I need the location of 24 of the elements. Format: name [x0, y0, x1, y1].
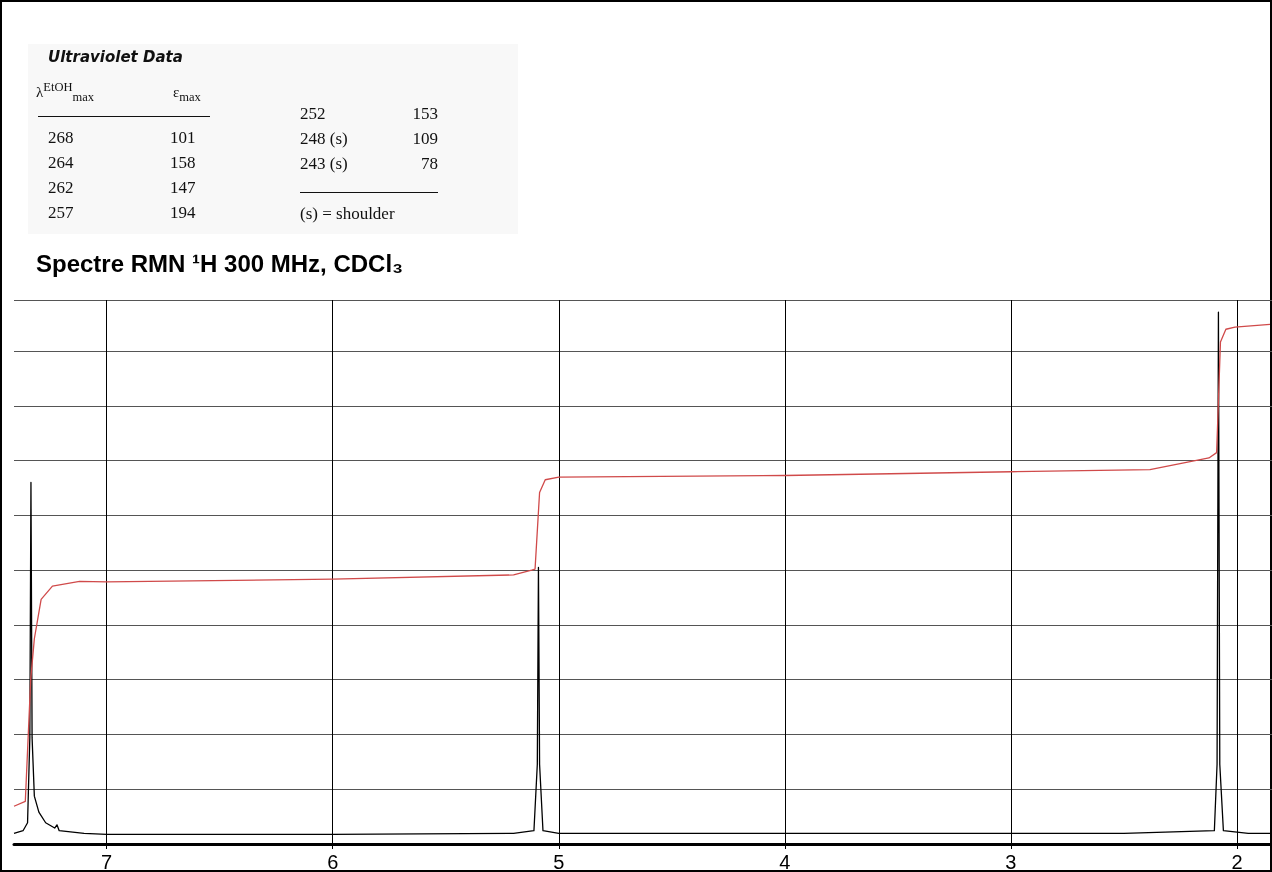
text: 248 (s)	[300, 129, 348, 149]
text: 264	[48, 153, 74, 173]
x-tick-label: 2	[1231, 851, 1243, 872]
text: (s) = shoulder	[300, 204, 395, 224]
x-tick-label: 7	[101, 851, 113, 872]
text: 153	[411, 104, 438, 124]
text: Ultraviolet Data	[48, 48, 183, 66]
text: 158	[170, 153, 196, 173]
text: ε$_{max}$	[173, 84, 201, 105]
chart-title: Spectre RMN ¹H 300 MHz, CDCl₃	[36, 250, 404, 278]
text: 194	[170, 203, 196, 223]
text: 252	[300, 104, 326, 124]
x-tick-label: 5	[553, 851, 565, 872]
text: 109	[411, 129, 438, 149]
x-tick-label: 3	[1005, 851, 1017, 872]
x-tick-label: 6	[327, 851, 339, 872]
x-tick-label: 4	[779, 851, 791, 872]
text: 78	[420, 154, 438, 174]
text: 268	[48, 128, 74, 148]
text: 147	[170, 178, 196, 198]
text: 262	[48, 178, 74, 198]
text: 243 (s)	[300, 154, 348, 174]
text: 101	[170, 128, 196, 148]
text: 257	[48, 203, 74, 223]
